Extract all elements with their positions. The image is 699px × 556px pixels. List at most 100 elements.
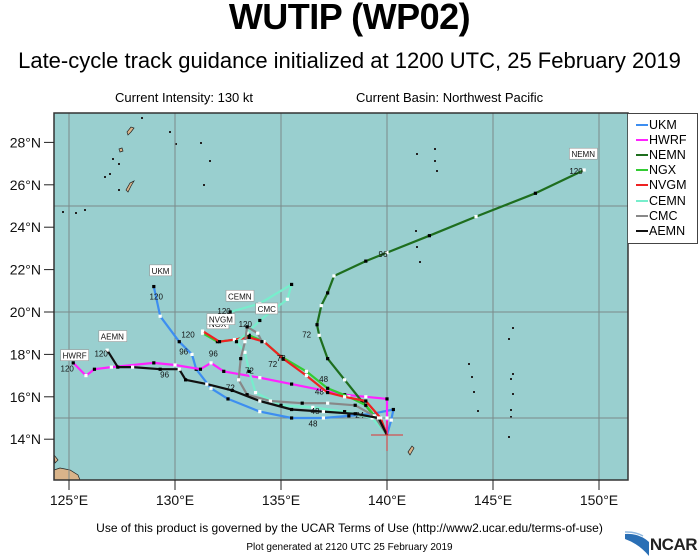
legend: UKM HWRF NEMN NGX NVGM CEMN CMC AEMN — [628, 113, 698, 244]
legend-label: AEMN — [649, 223, 686, 238]
forecast-hour-label: 96 — [209, 350, 218, 359]
forecast-point — [260, 340, 264, 344]
lon-tick-label: 145°E — [474, 492, 512, 508]
forecast-point — [245, 325, 249, 329]
track-aemn: 96 72 120 AEMN — [94, 330, 388, 436]
forecast-hour-label: 120 — [150, 292, 164, 301]
forecast-point — [258, 399, 262, 403]
track-line — [315, 169, 585, 436]
legend-label: NEMN — [649, 147, 686, 162]
forecast-point — [247, 369, 251, 373]
legend-swatch — [636, 169, 648, 172]
forecast-hour-label: 96 — [160, 371, 169, 380]
island — [84, 209, 86, 211]
track-hwrf: 120 HWRF — [60, 349, 389, 435]
forecast-point — [319, 304, 323, 308]
forecast-point — [353, 412, 357, 416]
forecast-tracks: 244896120UKM120HWRF487296120NEMN48NGX120… — [60, 147, 598, 436]
island — [175, 143, 177, 145]
forecast-point — [228, 310, 232, 314]
lon-tick-label: 130°E — [156, 492, 194, 508]
model-label-box — [98, 330, 128, 342]
forecast-point — [372, 414, 376, 418]
forecast-point — [247, 335, 251, 340]
legend-label: CMC — [649, 208, 678, 223]
forecast-point — [152, 284, 156, 289]
lat-tick-label: 20°N — [10, 304, 41, 320]
island — [471, 376, 473, 378]
island — [141, 117, 143, 119]
forecast-point — [364, 259, 368, 263]
forecast-point — [268, 399, 272, 403]
forecast-point — [326, 390, 330, 395]
lat-tick-label: 18°N — [10, 346, 41, 362]
lat-tick-label: 22°N — [10, 262, 41, 278]
forecast-point — [290, 407, 294, 412]
forecast-point — [315, 323, 319, 327]
forecast-point — [281, 357, 285, 361]
forecast-point — [105, 348, 109, 352]
island — [436, 170, 438, 172]
island — [508, 436, 510, 438]
track-line — [202, 330, 389, 436]
lon-tick-label: 125°E — [50, 492, 88, 508]
forecast-point — [234, 340, 239, 344]
forecast-point — [247, 333, 251, 337]
lat-tick-label: 28°N — [10, 134, 41, 150]
current-position-marker — [371, 420, 403, 451]
island — [200, 142, 202, 144]
island — [434, 160, 436, 162]
model-label: NVGM — [209, 316, 233, 325]
forecast-point — [370, 416, 374, 420]
forecast-point — [364, 399, 368, 403]
forecast-point — [177, 340, 181, 344]
forecast-point — [353, 403, 357, 407]
forecast-point — [304, 374, 309, 378]
forecast-point — [326, 386, 330, 390]
forecast-hour-label: 72 — [268, 360, 277, 369]
legend-item-aemn: AEMN — [628, 223, 697, 238]
legend-swatch — [636, 214, 648, 217]
island — [75, 212, 77, 214]
legend-label: CEMN — [649, 193, 686, 208]
legend-item-nvgm: NVGM — [628, 178, 697, 193]
forecast-hour-label: 48 — [309, 419, 318, 428]
forecast-point — [243, 340, 247, 344]
forecast-point — [389, 418, 393, 422]
forecast-point — [190, 352, 194, 356]
forecast-hour-label: 120 — [239, 320, 253, 329]
forecast-point — [109, 365, 113, 369]
track-nvgm: 120 72 NVGM — [181, 313, 389, 436]
plot-generated-time: Plot generated at 2120 UTC 25 February 2… — [246, 542, 453, 553]
forecast-point — [290, 382, 294, 386]
plot-frame — [53, 112, 629, 481]
forecast-point — [184, 378, 188, 382]
forecast-point — [385, 397, 389, 401]
forecast-hour-label: 72 — [277, 354, 286, 363]
island — [407, 445, 415, 456]
forecast-point — [326, 401, 330, 405]
island — [62, 211, 64, 213]
map-axes: 125°E 130°E 135°E 140°E 145°E 150°E 14°N 16°N 18… — [10, 112, 629, 508]
island — [126, 126, 135, 136]
forecast-point — [364, 403, 368, 407]
forecast-point — [258, 376, 262, 380]
forecast-point — [209, 386, 213, 390]
forecast-point — [258, 318, 262, 323]
forecast-hour-label: 72 — [302, 330, 311, 339]
legend-label: NGX — [649, 163, 677, 178]
terms-of-use: Use of this product is governed by the U… — [96, 521, 603, 535]
legend-swatch — [636, 153, 648, 156]
legend-swatch — [636, 199, 648, 202]
forecast-point — [239, 357, 243, 361]
forecast-point — [376, 416, 381, 420]
model-label-box — [60, 349, 89, 361]
model-label: CMC — [258, 305, 276, 314]
ncar-logo-icon — [625, 531, 649, 556]
forecast-point — [71, 361, 75, 365]
island — [512, 327, 514, 329]
forecast-point — [217, 340, 222, 344]
legend-swatch — [636, 138, 648, 141]
ocean — [54, 113, 628, 480]
